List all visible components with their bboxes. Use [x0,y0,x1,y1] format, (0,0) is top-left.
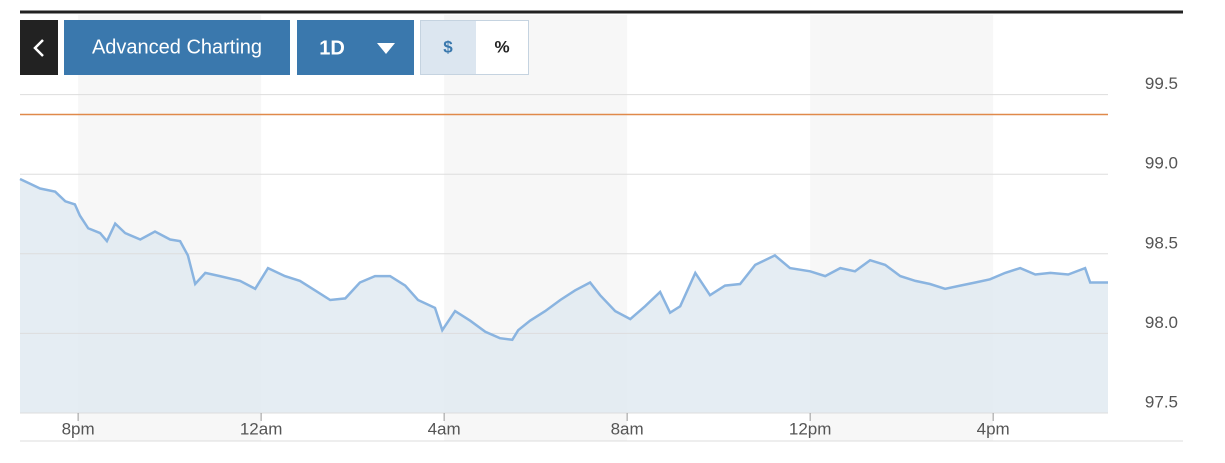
x-tick-label: 8am [611,419,644,438]
back-button[interactable] [20,20,58,75]
x-tick-label: 4pm [977,419,1010,438]
title-button[interactable] [64,20,290,75]
x-tick-label: 12am [240,419,283,438]
percent-label: % [494,37,509,56]
dropdown-icon [377,43,395,54]
x-tick-label: 12pm [789,419,832,438]
percent-toggle[interactable] [477,21,528,74]
y-tick-label: 98.0 [1145,313,1178,332]
y-tick-label: 99.5 [1145,74,1178,93]
period-label: 1D [319,37,345,59]
bands [78,15,994,441]
area [20,179,1108,413]
currency-label: $ [443,37,453,56]
y-tick-label: 99.0 [1145,154,1178,173]
back-icon [33,39,44,57]
x-tick-label: 4am [428,419,461,438]
y-tick-label: 97.5 [1145,392,1178,411]
x-tick-label: 8pm [62,419,95,438]
toolbar: Advanced Charting 1D $ % [20,20,529,75]
y-tick-label: 98.5 [1145,233,1178,252]
title-label: Advanced Charting [92,36,262,58]
period-button[interactable] [297,20,414,75]
line [19,177,1108,342]
currency-toggle[interactable] [421,21,476,74]
plot [19,94,1108,414]
